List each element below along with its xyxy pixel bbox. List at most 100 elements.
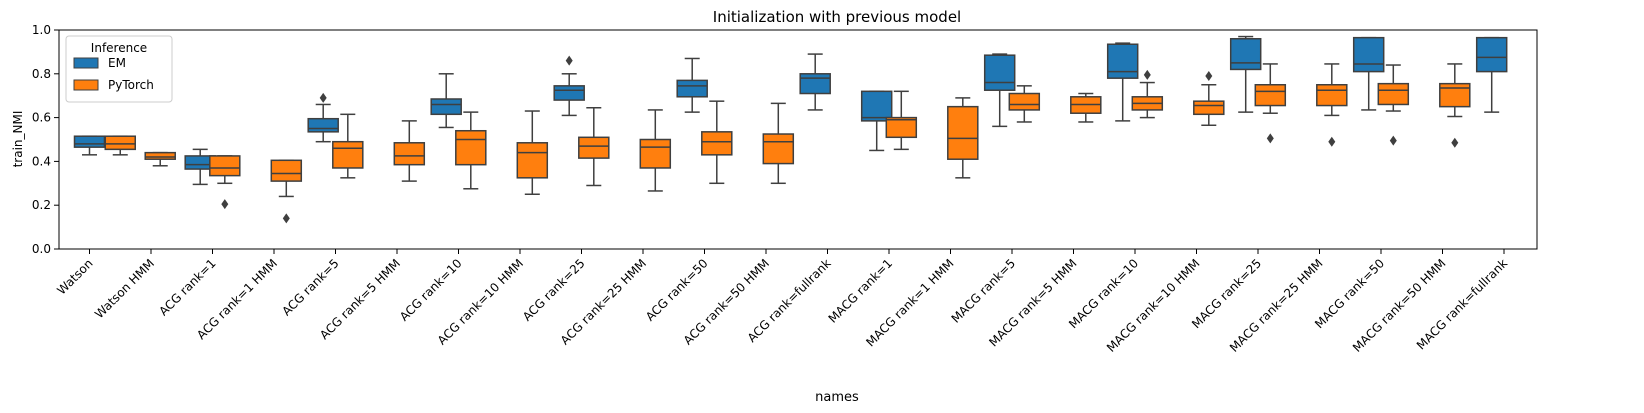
- box-acg-rank-5-em: [307, 92, 339, 143]
- box-macg-rank-10-em: [1106, 42, 1139, 122]
- box-acg-rank-5-hmm-pytorch: [393, 120, 426, 182]
- iqr-box: [1352, 36, 1385, 73]
- iqr-box: [1316, 84, 1348, 107]
- iqr-box: [1229, 38, 1262, 71]
- legend-swatch-pytorch: [73, 79, 99, 91]
- outlier-point: [282, 213, 290, 224]
- iqr-box: [144, 151, 176, 160]
- outlier-point: [319, 92, 327, 103]
- iqr-box: [1475, 36, 1508, 73]
- y-tick-label: 0.4: [32, 154, 51, 168]
- iqr-box: [860, 90, 893, 122]
- y-axis: 0.0 0.2 0.4 0.6 0.8 1.0: [32, 23, 59, 256]
- iqr-box: [762, 133, 795, 165]
- x-tick-label: ACG rank=10: [397, 256, 465, 324]
- legend-title: Inference: [91, 41, 147, 55]
- plot-area: [58, 29, 1538, 250]
- iqr-box: [270, 159, 303, 182]
- outlier-point: [1389, 135, 1397, 146]
- iqr-box: [1008, 92, 1041, 111]
- outlier-point: [1143, 69, 1151, 80]
- outlier-point: [1266, 133, 1274, 144]
- box-macg-rank-50-em: [1352, 36, 1385, 111]
- x-tick-label: Watson HMM: [92, 256, 157, 321]
- box-acg-rank-1-pytorch: [209, 155, 241, 210]
- box-acg-rank-25-em: [553, 55, 585, 117]
- iqr-box: [1106, 43, 1139, 79]
- box-watson-hmm-pytorch: [144, 151, 176, 167]
- legend: Inference EM PyTorch: [65, 35, 173, 103]
- box-acg-rank-10-em: [430, 73, 462, 129]
- iqr-box: [983, 54, 1016, 91]
- box-macg-rank-1-hmm-pytorch: [947, 97, 979, 179]
- x-tick-label: ACG rank=5: [279, 256, 341, 318]
- box-acg-rank-25-hmm-pytorch: [639, 109, 672, 192]
- outlier-point: [565, 55, 573, 66]
- box-watson-em: [73, 135, 106, 156]
- iqr-box: [947, 105, 979, 160]
- iqr-box: [553, 85, 585, 101]
- iqr-box: [516, 142, 549, 179]
- x-axis-label: names: [815, 390, 859, 405]
- iqr-box: [676, 79, 708, 98]
- iqr-box: [701, 131, 733, 156]
- box-macg-rank-50-hmm-pytorch: [1439, 63, 1471, 148]
- legend-label-em: EM: [108, 56, 126, 70]
- outlier-point: [1451, 137, 1459, 148]
- box-macg-rank-5-em: [983, 53, 1016, 128]
- y-tick-label: 0.6: [32, 111, 51, 125]
- box-macg-rank-1-pytorch: [885, 90, 918, 151]
- iqr-box: [1254, 84, 1287, 107]
- iqr-box: [455, 129, 487, 166]
- iqr-box: [209, 155, 241, 177]
- iqr-box: [1193, 100, 1225, 116]
- y-tick-label: 0.8: [32, 67, 51, 81]
- box-acg-rank-fullrank-em: [799, 53, 831, 111]
- iqr-box: [430, 98, 462, 116]
- x-tick-label: ACG rank=1: [156, 256, 218, 318]
- box-acg-rank-1-hmm-pytorch: [270, 159, 303, 224]
- box-macg-rank-25-em: [1229, 35, 1262, 113]
- outlier-point: [221, 199, 229, 210]
- box-macg-rank-fullrank-em: [1475, 36, 1508, 113]
- iqr-box: [885, 116, 918, 139]
- x-tick-label: MACG rank=5: [949, 256, 1019, 326]
- plot-frame: [58, 29, 1538, 250]
- iqr-box: [1439, 82, 1471, 108]
- box-macg-rank-5-hmm-pytorch: [1070, 92, 1102, 123]
- x-tick-label: ACG rank=50: [643, 256, 711, 324]
- outlier-point: [1205, 70, 1213, 81]
- box-acg-rank-50-pytorch: [701, 100, 733, 185]
- legend-swatch-em: [73, 57, 99, 69]
- iqr-box: [799, 73, 831, 95]
- legend-label-pytorch: PyTorch: [108, 78, 154, 92]
- box-acg-rank-25-pytorch: [578, 106, 610, 187]
- iqr-box: [578, 136, 610, 159]
- box-acg-rank-10-hmm-pytorch: [516, 110, 549, 195]
- x-tick-label: Watson: [54, 256, 95, 297]
- box-macg-rank-10-hmm-pytorch: [1193, 70, 1225, 127]
- iqr-box: [639, 138, 672, 169]
- x-tick-label: MACG rank=1: [826, 256, 896, 326]
- iqr-box: [104, 135, 136, 151]
- box-macg-rank-25-pytorch: [1254, 63, 1287, 144]
- box-macg-rank-25-hmm-pytorch: [1316, 63, 1348, 147]
- box-macg-rank-50-pytorch: [1377, 64, 1410, 146]
- x-tick-label: ACG rank=25: [520, 256, 588, 324]
- chart-title: Initialization with previous model: [713, 8, 961, 26]
- box-acg-rank-5-pytorch: [332, 113, 364, 179]
- iqr-box: [73, 135, 106, 148]
- box-acg-rank-10-pytorch: [455, 111, 487, 190]
- box-acg-rank-50-hmm-pytorch: [762, 102, 795, 185]
- box-macg-rank-10-pytorch: [1131, 69, 1164, 119]
- y-tick-label: 1.0: [32, 23, 51, 37]
- iqr-box: [1377, 82, 1410, 106]
- box-macg-rank-5-pytorch: [1008, 85, 1041, 123]
- y-axis-label: train_NMI: [11, 111, 25, 168]
- y-tick-label: 0.2: [32, 198, 51, 212]
- box-watson-pytorch: [104, 135, 136, 156]
- outlier-point: [1328, 136, 1336, 147]
- iqr-box: [393, 142, 426, 166]
